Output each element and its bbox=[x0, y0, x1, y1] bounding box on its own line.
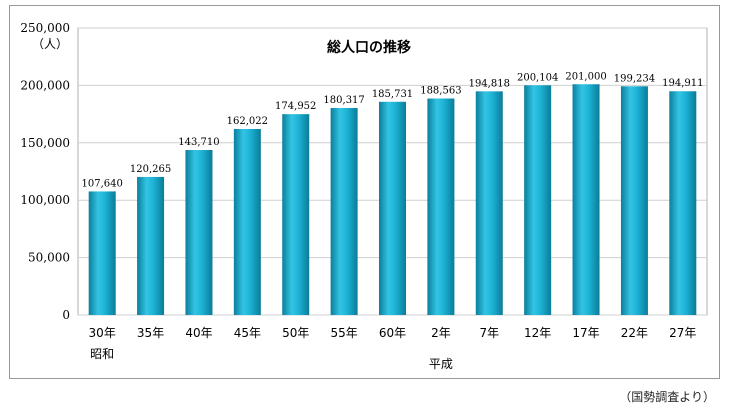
x-tick-label: 22年 bbox=[621, 326, 648, 340]
data-label: 200,104 bbox=[517, 72, 558, 83]
x-tick-label: 60年 bbox=[379, 326, 406, 340]
data-label: 201,000 bbox=[565, 71, 606, 82]
data-label: 194,818 bbox=[469, 78, 510, 89]
labels: 0 50,000 100,000 150,000 200,000 250,000 107,6… bbox=[20, 21, 703, 371]
bar bbox=[185, 150, 213, 315]
x-tick-label: 12年 bbox=[524, 326, 551, 340]
data-label: 120,265 bbox=[130, 164, 171, 175]
bar bbox=[88, 191, 116, 315]
data-label: 143,710 bbox=[178, 137, 219, 148]
data-label: 180,317 bbox=[323, 95, 364, 106]
y-tick-label: 150,000 bbox=[20, 136, 70, 150]
x-tick-label: 55年 bbox=[330, 326, 357, 340]
data-label: 162,022 bbox=[227, 116, 268, 127]
x-tick-label: 7年 bbox=[479, 326, 499, 340]
data-label: 174,952 bbox=[275, 101, 316, 112]
x-tick-label: 35年 bbox=[137, 326, 164, 340]
data-label: 199,234 bbox=[614, 73, 655, 84]
x-tick-label: 17年 bbox=[572, 326, 599, 340]
x-tick-label: 27年 bbox=[669, 326, 696, 340]
bar bbox=[330, 107, 358, 315]
data-label: 194,911 bbox=[662, 78, 703, 89]
bar bbox=[379, 101, 406, 315]
bar bbox=[620, 86, 648, 316]
x-tick-label: 45年 bbox=[234, 326, 261, 340]
x-tick-label: 40年 bbox=[185, 326, 212, 340]
y-axis-unit: （人） bbox=[32, 37, 68, 51]
bar bbox=[475, 91, 503, 315]
bar bbox=[233, 128, 261, 315]
y-tick-label: 200,000 bbox=[20, 78, 70, 92]
y-tick-label: 100,000 bbox=[20, 193, 70, 207]
data-label: 185,731 bbox=[372, 89, 413, 100]
x-tick-label: 2年 bbox=[431, 326, 451, 340]
bar bbox=[572, 84, 600, 315]
bar bbox=[137, 176, 165, 315]
y-tick-label: 50,000 bbox=[28, 251, 70, 265]
data-label: 188,563 bbox=[420, 86, 461, 97]
era-label: 昭和 bbox=[90, 347, 114, 361]
bars bbox=[88, 84, 697, 316]
y-tick-label: 250,000 bbox=[20, 21, 70, 35]
era-label: 平成 bbox=[429, 357, 453, 371]
bar bbox=[427, 98, 455, 315]
y-tick-label: 0 bbox=[62, 308, 70, 322]
bar bbox=[282, 114, 310, 315]
data-label: 107,640 bbox=[82, 178, 123, 189]
source-note: （国勢調査より） bbox=[619, 390, 715, 404]
x-tick-label: 50年 bbox=[282, 326, 309, 340]
chart-title: 総人口の推移 bbox=[327, 39, 411, 56]
bar bbox=[524, 85, 552, 315]
chart-frame bbox=[9, 5, 720, 379]
x-tick-label: 30年 bbox=[89, 326, 116, 340]
bar bbox=[669, 91, 697, 315]
